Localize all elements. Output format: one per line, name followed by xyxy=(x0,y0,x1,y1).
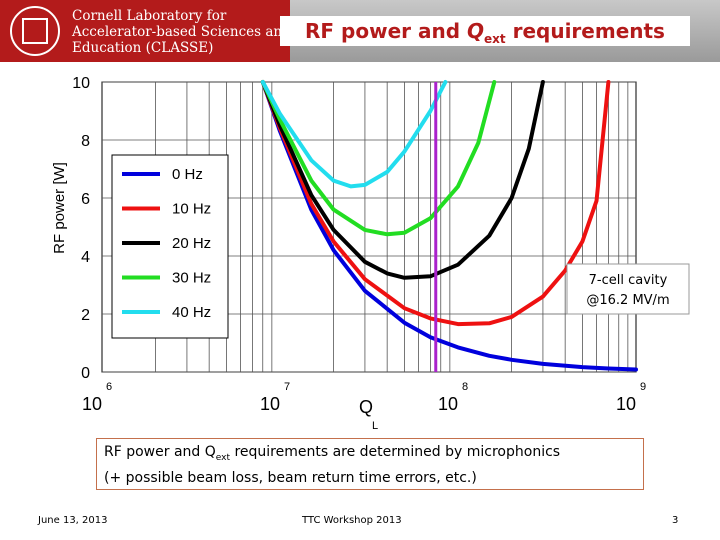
series-line xyxy=(260,80,448,189)
note-box: RF power and Qext requirements are deter… xyxy=(96,438,644,490)
series-line xyxy=(260,80,497,237)
y-tick-label: 6 xyxy=(81,191,90,208)
note-line-1: RF power and Qext requirements are deter… xyxy=(104,442,636,468)
y-tick-label: 2 xyxy=(81,307,90,324)
x-tick-exponent: 8 xyxy=(462,381,468,393)
x-tick-exponent: 6 xyxy=(106,381,112,393)
note-text-b: requirements are determined by microphon… xyxy=(230,444,561,460)
note-line-2: (+ possible beam loss, beam return time … xyxy=(104,469,477,486)
title-q: Q xyxy=(466,19,484,43)
rf-power-chart: 0 2 4 6 8 10 10 6 10 7 10 8 10 9 RF power [W] Q L 0 … xyxy=(51,75,690,432)
org-line: Accelerator-based Sciences and xyxy=(72,24,291,40)
annotation-line-1: 7-cell cavity xyxy=(589,273,668,288)
y-tick-label: 8 xyxy=(81,133,90,150)
legend-label: 40 Hz xyxy=(172,304,211,321)
x-tick-label: 10 xyxy=(616,394,636,414)
legend-label: 0 Hz xyxy=(172,166,203,183)
title-part2: requirements xyxy=(505,19,665,43)
chart-legend: 0 Hz 10 Hz 20 Hz 30 Hz 40 Hz xyxy=(111,154,229,339)
x-tick-exponent: 7 xyxy=(284,381,290,393)
x-tick-exponent: 9 xyxy=(640,381,646,393)
y-axis-ticks: 0 2 4 6 8 10 xyxy=(72,75,90,382)
x-axis-ticks: 10 6 10 7 10 8 10 9 xyxy=(82,381,646,414)
note-sub: ext xyxy=(215,452,230,463)
legend-label: 10 Hz xyxy=(172,201,211,218)
title-sub: ext xyxy=(484,32,506,46)
y-tick-label: 0 xyxy=(81,365,90,382)
series-line xyxy=(260,80,545,280)
legend-label: 30 Hz xyxy=(172,270,211,287)
series-line xyxy=(260,80,638,372)
legend-label: 20 Hz xyxy=(172,235,211,252)
x-tick-label: 10 xyxy=(260,394,280,414)
legend-box xyxy=(111,154,229,339)
note-text-a: RF power and Q xyxy=(104,444,216,460)
x-axis-label-sub: L xyxy=(372,420,378,432)
cornell-seal-icon xyxy=(10,6,60,56)
y-axis-label: RF power [W] xyxy=(51,162,68,254)
seal-shield-icon xyxy=(22,18,48,44)
title-part1: RF power and xyxy=(305,19,467,43)
page-number: 3 xyxy=(672,515,679,526)
org-line: Cornell Laboratory for xyxy=(72,8,227,24)
chart-annotation: 7-cell cavity @16.2 MV/m xyxy=(566,263,690,315)
series-line xyxy=(260,80,611,327)
y-tick-label: 10 xyxy=(72,75,90,92)
slide-title: RF power and Qext requirements xyxy=(280,16,690,46)
organization-name: Cornell Laboratory for Accelerator-based … xyxy=(72,8,291,56)
footer-date: June 13, 2013 xyxy=(38,515,108,526)
footer-event: TTC Workshop 2013 xyxy=(302,515,402,526)
x-tick-label: 10 xyxy=(82,394,102,414)
x-axis-label: Q xyxy=(359,397,373,417)
annotation-box xyxy=(566,263,690,315)
x-tick-label: 10 xyxy=(438,394,458,414)
plot-series xyxy=(260,80,638,372)
y-tick-label: 4 xyxy=(81,249,90,266)
annotation-line-2: @16.2 MV/m xyxy=(586,293,669,308)
org-line: Education (CLASSE) xyxy=(72,40,214,56)
